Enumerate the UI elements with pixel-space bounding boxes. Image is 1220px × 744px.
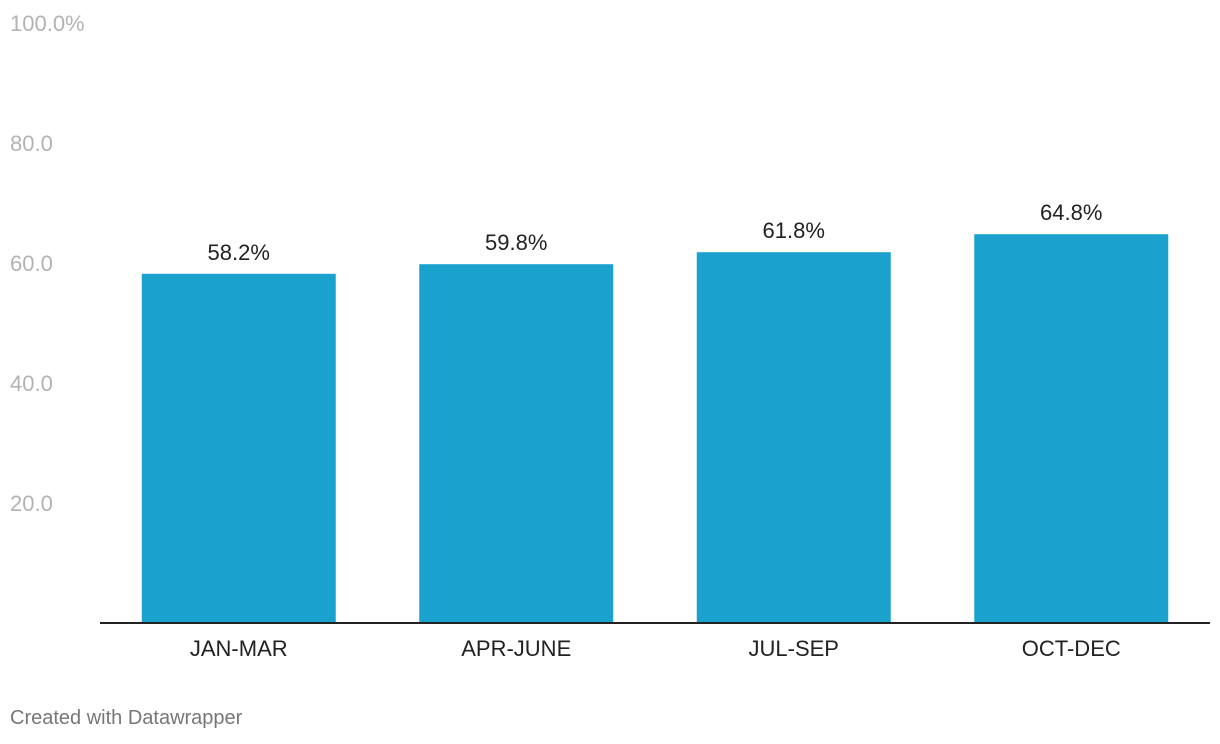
bar [141,273,336,623]
x-category-label: OCT-DEC [1022,636,1121,661]
footer-credit: Created with Datawrapper [10,707,243,729]
value-labels: 58.2% 59.8% 61.8% 64.8% [208,200,1103,265]
x-axis-labels: JAN-MAR APR-JUNE JUL-SEP OCT-DEC [190,636,1121,661]
y-tick-label: 40.0 [10,371,53,396]
bars [141,234,1169,623]
bar [696,252,891,623]
x-category-label: JAN-MAR [190,636,288,661]
bar-value-label: 64.8% [1040,200,1102,225]
bar-value-label: 58.2% [208,240,270,265]
bar-value-label: 59.8% [485,230,547,255]
x-category-label: JUL-SEP [749,636,839,661]
y-tick-label: 100.0% [10,11,85,36]
x-category-label: APR-JUNE [461,636,571,661]
y-tick-label: 80.0 [10,131,53,156]
y-tick-label: 20.0 [10,491,53,516]
y-axis-ticks: 20.0 40.0 60.0 80.0 100.0% [10,11,85,516]
bar [419,264,614,623]
bar-chart: 20.0 40.0 60.0 80.0 100.0% 58.2% 59.8% 61.8% 64… [10,11,1210,661]
y-tick-label: 60.0 [10,251,53,276]
bar-value-label: 61.8% [763,218,825,243]
bar [974,234,1169,623]
